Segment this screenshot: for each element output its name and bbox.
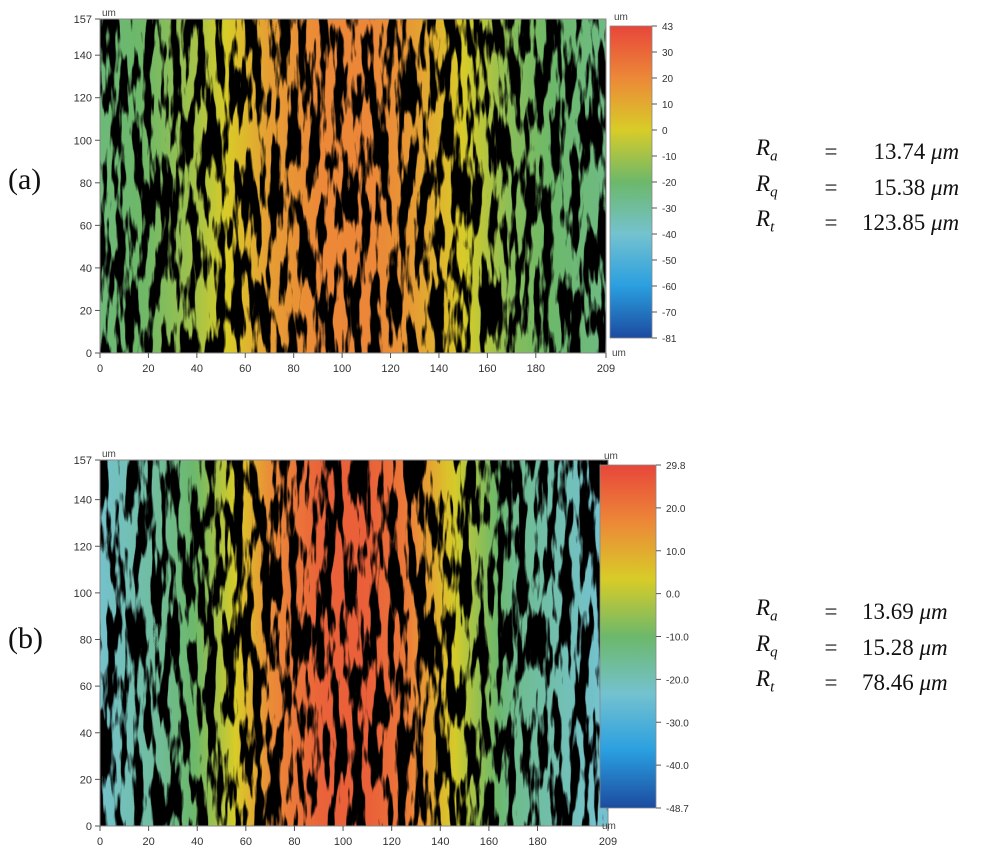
x-tick-label: 40 <box>191 363 203 375</box>
metric-value-rt: 78.46 <box>862 670 914 696</box>
metric-row-rq: Rq = 15.38 μm <box>756 170 960 201</box>
colorbar-tick-label: -48.7 <box>666 804 689 815</box>
plot-frame <box>99 18 607 354</box>
metric-row-ra: Ra = 13.74 μm <box>756 135 960 165</box>
colorbar-unit-label: um <box>614 12 628 23</box>
x-tick-label: 20 <box>142 836 154 848</box>
x-tick-label: 80 <box>288 363 300 375</box>
metric-row-ra: Ra = 13.69 μm <box>756 595 948 625</box>
y-tick-label: 40 <box>80 263 92 275</box>
metric-row-rt: Rt = 123.85 μm <box>756 206 960 236</box>
colorbar-unit-label: um <box>604 451 618 462</box>
x-tick-label: 120 <box>381 363 399 375</box>
y-tick-label: 40 <box>80 728 92 740</box>
panel-label-b: (b) <box>8 622 43 655</box>
colorbar-tick-label: -81 <box>662 334 677 345</box>
colorbar-tick-label: 10.0 <box>666 547 686 558</box>
y-tick-label: 157 <box>74 14 92 26</box>
colorbar-tick-label: 29.8 <box>666 461 686 472</box>
y-tick-label: 80 <box>80 635 92 647</box>
x-tick-label: 60 <box>240 836 252 848</box>
y-tick-label: 100 <box>74 135 92 147</box>
colorbar-tick-label: -60 <box>662 282 677 293</box>
colorbar-tick-label: 43 <box>662 22 674 33</box>
colorbar-tick-label: -50 <box>662 256 677 267</box>
x-tick-label: 120 <box>382 836 400 848</box>
y-tick-label: 100 <box>74 588 92 600</box>
colorbar-tick-label: 30 <box>662 48 674 59</box>
colorbar-tick-label: -10.0 <box>666 633 689 644</box>
colorbar-tick-label: -30 <box>662 204 677 215</box>
x-tick-label: 0 <box>97 836 103 848</box>
surface-texture <box>100 19 606 353</box>
x-tick-label: 60 <box>239 363 251 375</box>
y-tick-label: 60 <box>80 220 92 232</box>
metric-row-rt: Rt = 78.46 μm <box>756 666 948 696</box>
colorbar-tick-label: 10 <box>662 100 674 111</box>
y-axis-unit-label: um <box>102 8 116 19</box>
y-tick-label: 60 <box>80 681 92 693</box>
x-tick-label: 100 <box>334 836 352 848</box>
colorbar-tick-label: 20.0 <box>666 504 686 515</box>
colorbar-tick-label: 0.0 <box>666 590 680 601</box>
y-tick-label: 20 <box>80 774 92 786</box>
height-map-chart-b: 0 20 40 60 80 100 120 140 157 0 20 40 60 80 100 120 140 1… <box>74 449 690 848</box>
metric-value-ra: 13.69 <box>862 599 914 625</box>
colorbar <box>609 25 653 339</box>
colorbar-tick-label: -20 <box>662 178 677 189</box>
x-tick-label: 0 <box>97 363 103 375</box>
colorbar-tick-label: -40 <box>662 230 677 241</box>
y-tick-label: 0 <box>86 348 92 360</box>
metric-value-rq: 15.28 <box>862 634 914 660</box>
metric-value-rt: 123.85 <box>862 210 926 236</box>
colorbar-tick-label: -10 <box>662 152 677 163</box>
roughness-metrics-b: Ra = 13.69 μm Rq = 15.28 μm Rt = 78.46 μ… <box>756 595 948 702</box>
x-tick-label: 160 <box>478 363 496 375</box>
x-tick-label: 209 <box>599 836 617 848</box>
x-tick-label: 20 <box>142 363 154 375</box>
y-tick-label: 157 <box>74 455 92 467</box>
x-tick-label: 160 <box>480 836 498 848</box>
roughness-metrics-a: Ra = 13.74 μm Rq = 15.38 μm Rt = 123.85 … <box>756 135 959 242</box>
x-axis-unit-label: um <box>602 821 616 832</box>
x-tick-label: 209 <box>597 363 615 375</box>
metric-row-rq: Rq = 15.28 μm <box>756 630 948 661</box>
x-tick-label: 140 <box>431 836 449 848</box>
y-tick-label: 0 <box>86 821 92 833</box>
y-tick-label: 20 <box>80 305 92 317</box>
colorbar-tick-label: -40.0 <box>666 761 689 772</box>
x-tick-label: 80 <box>288 836 300 848</box>
colorbar <box>599 464 657 809</box>
panel-label-a: (a) <box>8 163 42 196</box>
y-axis-unit-label: um <box>102 449 116 460</box>
metric-value-rq: 15.38 <box>873 174 926 200</box>
x-axis-unit-label: um <box>612 348 626 359</box>
x-tick-label: 140 <box>430 363 448 375</box>
y-tick-label: 120 <box>74 93 92 105</box>
y-tick-label: 140 <box>74 495 92 507</box>
x-tick-label: 180 <box>528 836 546 848</box>
metric-value-ra: 13.74 <box>873 139 926 165</box>
x-tick-label: 180 <box>527 363 545 375</box>
surface-texture <box>100 460 608 826</box>
colorbar-tick-label: -30.0 <box>666 718 689 729</box>
y-tick-label: 120 <box>74 541 92 553</box>
y-tick-label: 80 <box>80 178 92 190</box>
x-tick-label: 100 <box>333 363 351 375</box>
colorbar-tick-label: -20.0 <box>666 675 689 686</box>
colorbar-tick-label: -70 <box>662 308 677 319</box>
colorbar-tick-label: 0 <box>662 126 668 137</box>
x-tick-label: 40 <box>191 836 203 848</box>
y-tick-label: 140 <box>74 50 92 62</box>
colorbar-tick-label: 20 <box>662 74 674 85</box>
